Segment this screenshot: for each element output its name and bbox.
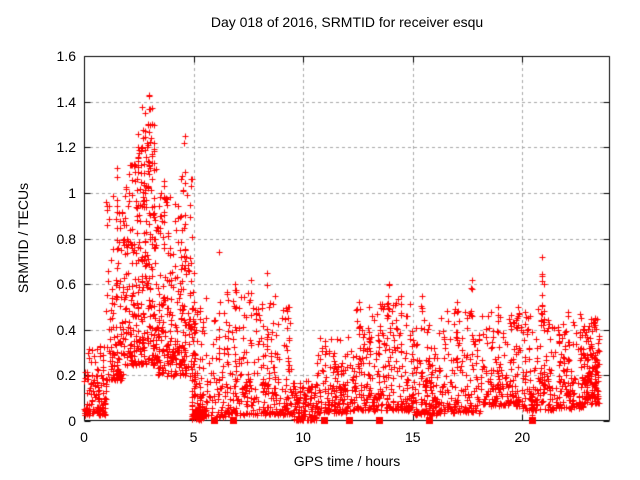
y-tick-label: 0.2: [56, 367, 76, 384]
x-tick-label: 20: [514, 429, 531, 445]
y-tick-label: 1.4: [56, 93, 76, 110]
x-tick-label: 0: [80, 429, 88, 445]
x-tick-label: 10: [295, 429, 311, 445]
y-tick-label: 0.4: [56, 321, 76, 338]
y-tick-label: 1.6: [56, 48, 76, 64]
y-tick-label: 1.2: [56, 139, 76, 156]
x-tick-label: 5: [189, 429, 198, 445]
x-axis-label: GPS time / hours: [293, 453, 401, 469]
y-tick-label: 1: [68, 184, 76, 201]
chart-title: Day 018 of 2016, SRMTID for receiver esq…: [210, 14, 484, 30]
y-tick-label: 0.6: [56, 276, 76, 293]
y-tick-label: 0: [68, 413, 76, 429]
x-tick-label: 15: [404, 429, 421, 445]
y-tick-label: 0.8: [56, 230, 76, 247]
